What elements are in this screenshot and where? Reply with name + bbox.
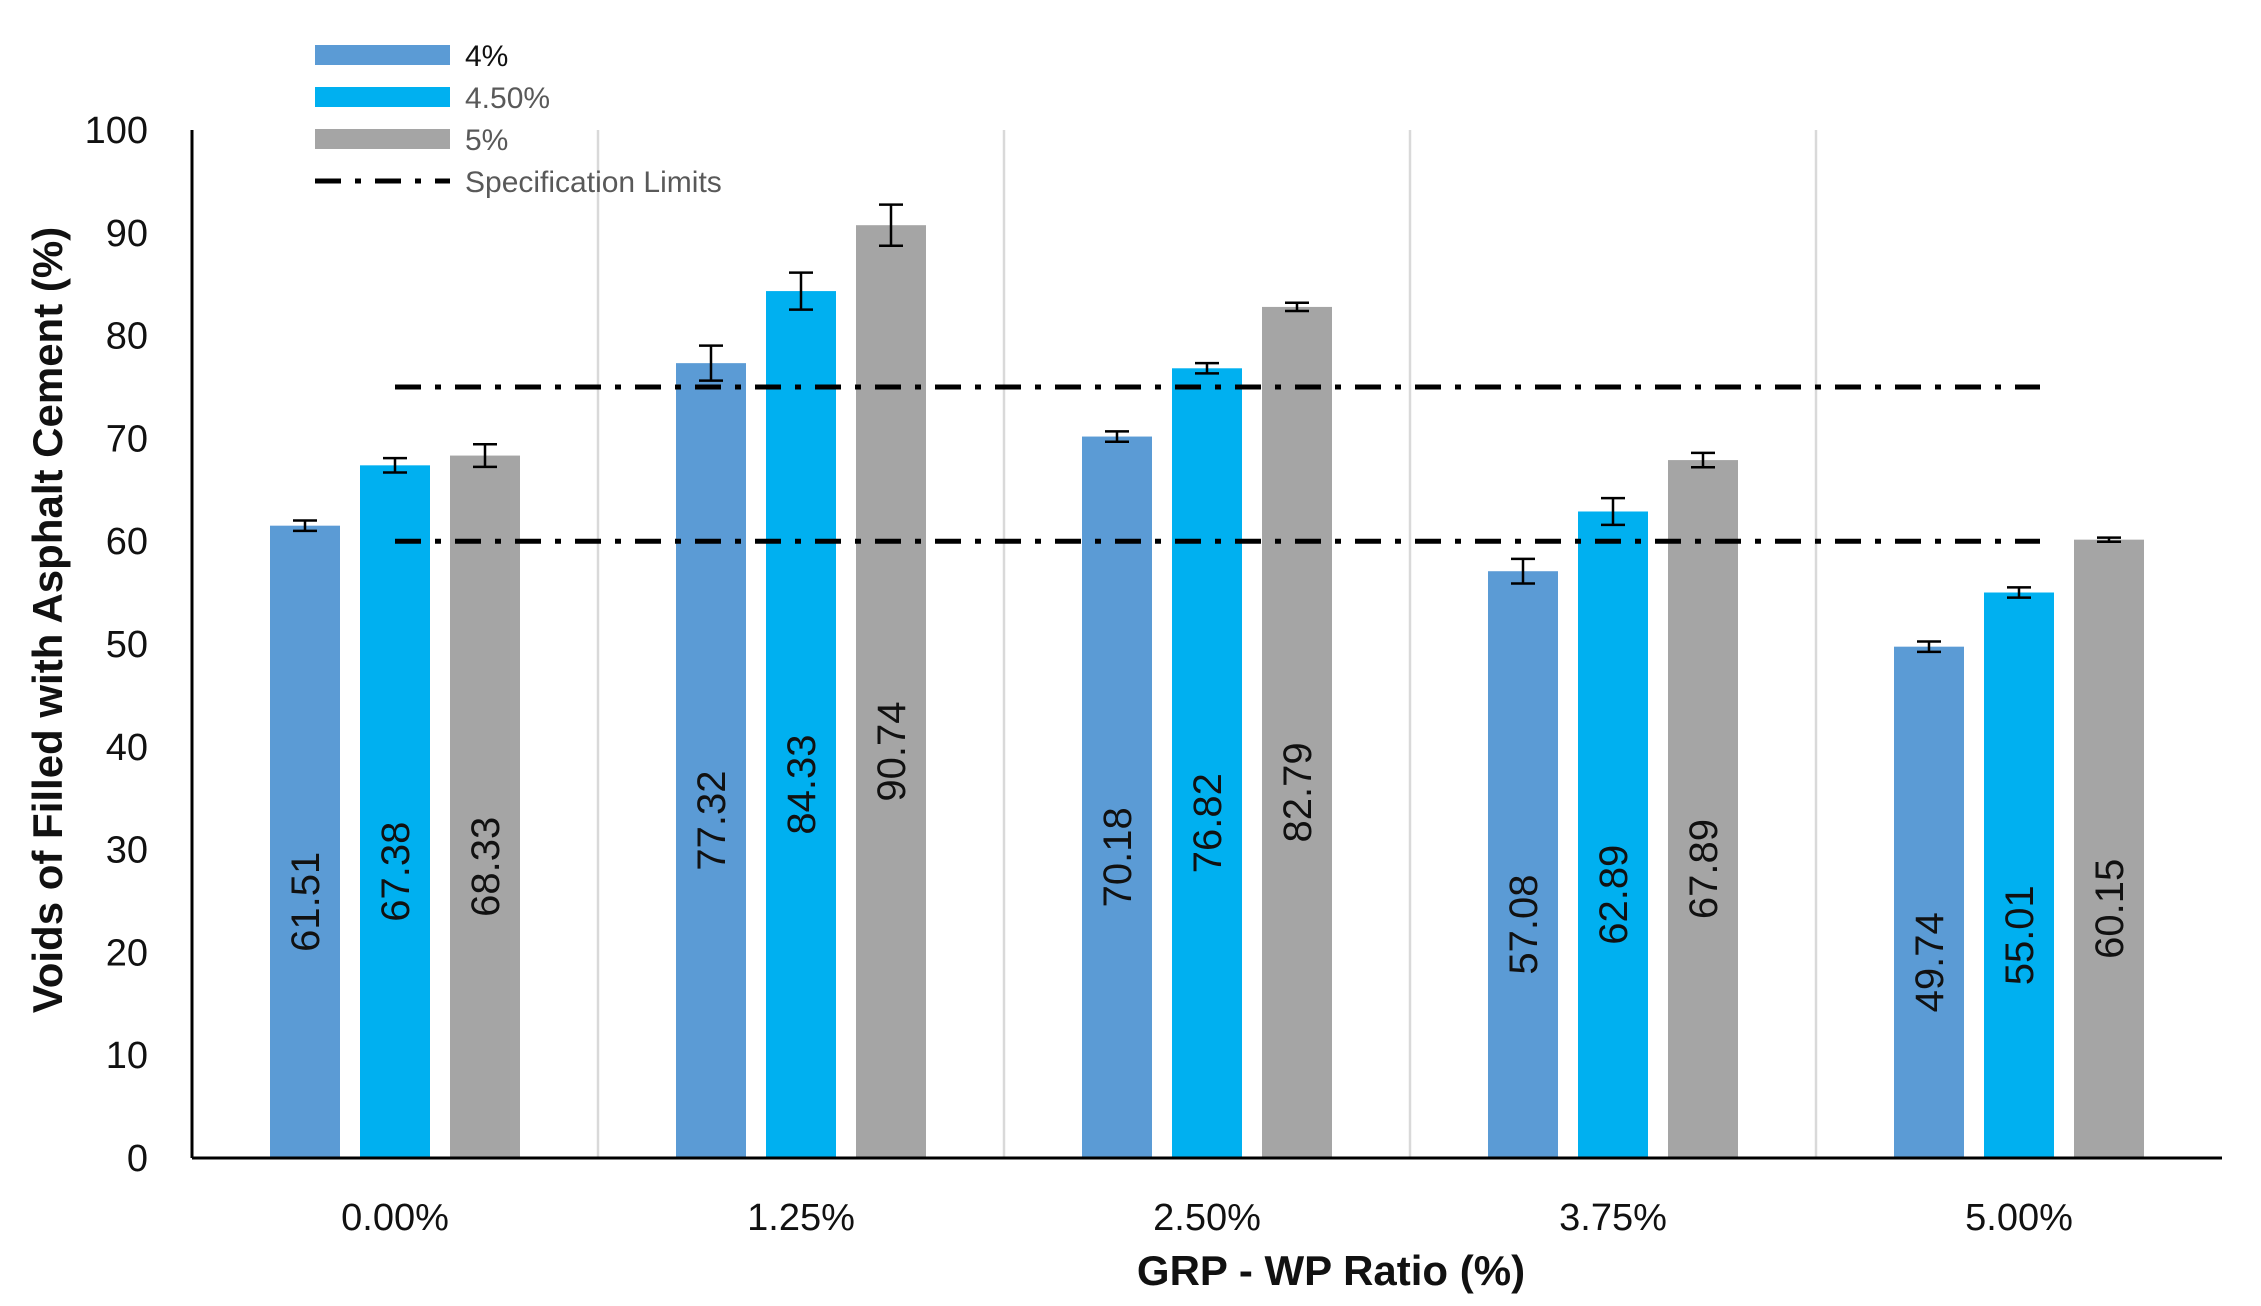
legend-label: 4.50%: [465, 82, 550, 115]
data-labels-group: 61.51 77.32 70.18 57.08 49.74 67.38 84.33 76.82…: [284, 702, 2132, 1013]
spec-lines-group: [395, 384, 2040, 544]
data-label: 62.89: [1592, 845, 1636, 945]
error-bar: [1691, 451, 1715, 469]
data-label: 84.33: [780, 734, 824, 834]
bar: [1172, 368, 1242, 1158]
data-label: 55.01: [1998, 885, 2042, 985]
bar: [676, 363, 746, 1158]
y-tick-label: 80: [106, 316, 148, 358]
bar: [1488, 571, 1558, 1158]
axes-group: [190, 130, 2222, 1160]
bar: [1894, 646, 1964, 1158]
error-bar: [1511, 557, 1535, 585]
data-label: 68.33: [464, 817, 508, 917]
y-tick-label: 60: [106, 521, 148, 563]
legend-swatch: [315, 129, 450, 149]
error-bar: [1285, 301, 1309, 313]
error-bar: [473, 443, 497, 469]
bar: [1668, 460, 1738, 1158]
legend-item: 5%: [315, 124, 508, 157]
legend: 4% 4.50% 5% Specification Limits: [315, 40, 722, 199]
y-tick-label: 30: [106, 830, 148, 872]
error-bar: [699, 344, 723, 382]
data-label: 76.82: [1186, 773, 1230, 873]
error-bar: [383, 456, 407, 474]
error-bar: [1601, 496, 1625, 527]
error-bar: [1917, 640, 1941, 654]
x-category-label: 3.75%: [1559, 1197, 1667, 1239]
bar: [270, 525, 340, 1158]
y-tick-label: 50: [106, 624, 148, 666]
bar: [856, 225, 926, 1158]
error-bar: [879, 203, 903, 248]
x-category-label: 5.00%: [1965, 1197, 2073, 1239]
error-bar: [2097, 536, 2121, 543]
y-tick-labels: 0 10 20 30 40 50 60 70 80 90 100: [85, 110, 148, 1180]
error-bars-group: [293, 203, 2121, 654]
y-tick-label: 90: [106, 213, 148, 255]
bars-group: [270, 225, 2144, 1159]
legend-label: 4%: [465, 40, 508, 73]
data-label: 67.89: [1682, 819, 1726, 919]
y-tick-label: 70: [106, 418, 148, 460]
error-bar: [2007, 586, 2031, 599]
legend-item: 4%: [315, 40, 508, 73]
legend-swatch: [315, 87, 450, 107]
legend-label: 5%: [465, 124, 508, 157]
data-label: 82.79: [1276, 742, 1320, 842]
legend-swatch: [315, 45, 450, 65]
data-label: 70.18: [1096, 807, 1140, 907]
y-tick-label: 0: [127, 1138, 148, 1180]
error-bar: [1105, 430, 1129, 443]
y-tick-label: 40: [106, 727, 148, 769]
error-bar: [1195, 361, 1219, 375]
y-tick-label: 10: [106, 1035, 148, 1077]
legend-label: Specification Limits: [465, 166, 722, 199]
bar: [1578, 511, 1648, 1158]
x-category-label: 2.50%: [1153, 1197, 1261, 1239]
x-category-label: 1.25%: [747, 1197, 855, 1239]
bar: [1262, 306, 1332, 1158]
bar: [1984, 592, 2054, 1158]
x-category-labels: 0.00% 1.25% 2.50% 3.75% 5.00%: [341, 1197, 2073, 1239]
data-label: 67.38: [374, 822, 418, 922]
data-label: 60.15: [2088, 859, 2132, 959]
x-category-label: 0.00%: [341, 1197, 449, 1239]
data-label: 61.51: [284, 852, 328, 952]
data-label: 77.32: [690, 771, 734, 871]
x-axis-title: GRP - WP Ratio (%): [1137, 1247, 1525, 1294]
y-tick-label: 20: [106, 932, 148, 974]
legend-item: 4.50%: [315, 82, 550, 115]
data-label: 49.74: [1908, 912, 1952, 1012]
legend-item: Specification Limits: [315, 166, 722, 199]
error-bar: [293, 519, 317, 533]
error-bar: [789, 271, 813, 311]
y-axis-title: Voids of Filled with Asphalt Cement (%): [24, 227, 71, 1013]
bar: [450, 455, 520, 1158]
bar: [1082, 436, 1152, 1159]
category-separators: [596, 130, 1818, 1158]
bar: [2074, 539, 2144, 1158]
y-tick-label: 100: [85, 110, 148, 152]
bar: [766, 291, 836, 1158]
data-label: 57.08: [1502, 875, 1546, 975]
bar: [360, 465, 430, 1158]
data-label: 90.74: [870, 702, 914, 802]
